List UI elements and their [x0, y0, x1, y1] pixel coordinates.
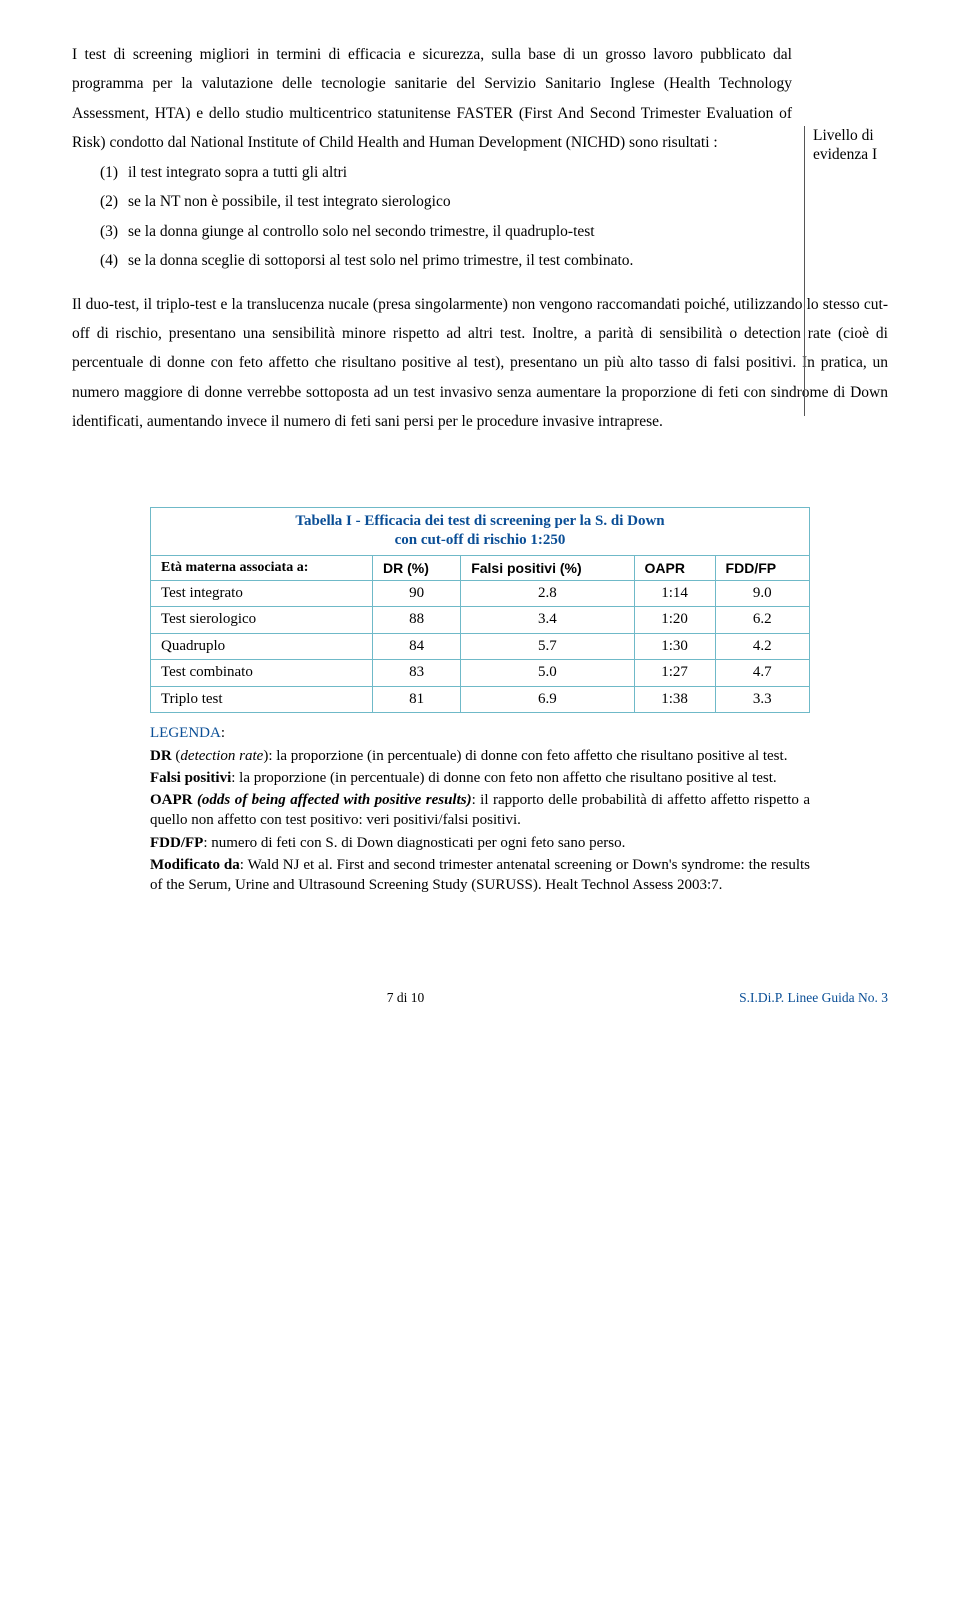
- row-label: Triplo test: [151, 686, 373, 713]
- table-wrap: Tabella I - Efficacia dei test di screen…: [150, 507, 810, 714]
- cell: 83: [373, 660, 461, 687]
- list-item: (1)il test integrato sopra a tutti gli a…: [100, 158, 888, 187]
- legend-italic: (odds of being affected with positive re…: [197, 792, 472, 808]
- cell: 4.2: [715, 633, 809, 660]
- row-label: Quadruplo: [151, 633, 373, 660]
- table-row: Test integrato 90 2.8 1:14 9.0: [151, 580, 810, 607]
- legend-term: OAPR: [150, 792, 193, 808]
- row-label: Test integrato: [151, 580, 373, 607]
- legend-term: Modificato da: [150, 857, 240, 873]
- legend-text: : Wald NJ et al. First and second trimes…: [150, 857, 810, 893]
- legend-dr: DR (detection rate): la proporzione (in …: [150, 746, 810, 766]
- legend-term: Falsi positivi: [150, 770, 231, 786]
- list-item-text: se la NT non è possibile, il test integr…: [128, 193, 451, 210]
- cell: 90: [373, 580, 461, 607]
- cell: 1:30: [634, 633, 715, 660]
- evidence-level-note: Livello di evidenza I: [804, 126, 890, 416]
- intro-paragraph: I test di screening migliori in termini …: [72, 40, 888, 158]
- efficacy-table: Tabella I - Efficacia dei test di screen…: [150, 507, 810, 714]
- results-list: (1)il test integrato sopra a tutti gli a…: [72, 158, 888, 276]
- footer-right: S.I.Di.P. Linee Guida No. 3: [739, 985, 888, 1011]
- cell: 6.9: [461, 686, 634, 713]
- cell: 3.3: [715, 686, 809, 713]
- cell: 1:27: [634, 660, 715, 687]
- cell: 5.7: [461, 633, 634, 660]
- col-header: OAPR: [634, 555, 715, 580]
- list-item: (2)se la NT non è possibile, il test int…: [100, 187, 888, 216]
- cell: 1:20: [634, 607, 715, 634]
- cell: 1:38: [634, 686, 715, 713]
- cell: 84: [373, 633, 461, 660]
- cell: 88: [373, 607, 461, 634]
- col-header: Falsi positivi (%): [461, 555, 634, 580]
- row-label: Test sierologico: [151, 607, 373, 634]
- cell: 4.7: [715, 660, 809, 687]
- legend-text: : numero di feti con S. di Down diagnost…: [203, 835, 625, 851]
- legend-fp: Falsi positivi: la proporzione (in perce…: [150, 768, 810, 788]
- cell: 3.4: [461, 607, 634, 634]
- list-item-text: il test integrato sopra a tutti gli altr…: [128, 164, 347, 181]
- col-header: Età materna associata a:: [151, 555, 373, 580]
- col-header: FDD/FP: [715, 555, 809, 580]
- legend-title: LEGENDA: [150, 725, 221, 741]
- row-label: Test combinato: [151, 660, 373, 687]
- legend-fdd: FDD/FP: numero di feti con S. di Down di…: [150, 833, 810, 853]
- list-item-text: se la donna sceglie di sottoporsi al tes…: [128, 252, 633, 269]
- table-row: Test combinato 83 5.0 1:27 4.7: [151, 660, 810, 687]
- table-row: Test sierologico 88 3.4 1:20 6.2: [151, 607, 810, 634]
- table-row: Triplo test 81 6.9 1:38 3.3: [151, 686, 810, 713]
- legend-italic: detection rate: [180, 748, 263, 764]
- legend-term: FDD/FP: [150, 835, 203, 851]
- main-block: Livello di evidenza I I test di screenin…: [72, 40, 888, 276]
- footer-center: 7 di 10: [387, 985, 425, 1011]
- table-title: Tabella I - Efficacia dei test di screen…: [151, 507, 810, 555]
- col-header: DR (%): [373, 555, 461, 580]
- table-row: Quadruplo 84 5.7 1:30 4.2: [151, 633, 810, 660]
- cell: 5.0: [461, 660, 634, 687]
- cell: 81: [373, 686, 461, 713]
- legend-term: DR: [150, 748, 172, 764]
- cell: 6.2: [715, 607, 809, 634]
- legend-text: : la proporzione (in percentuale) di don…: [231, 770, 776, 786]
- cell: 1:14: [634, 580, 715, 607]
- discussion-paragraph: Il duo-test, il triplo-test e la translu…: [72, 290, 888, 437]
- legend-oapr: OAPR (odds of being affected with positi…: [150, 790, 810, 831]
- table-title-line1: Tabella I - Efficacia dei test di screen…: [295, 513, 664, 529]
- table-title-line2: con cut-off di rischio 1:250: [395, 532, 566, 548]
- legend-block: LEGENDA: DR (detection rate): la proporz…: [150, 723, 810, 895]
- table-header-row: Età materna associata a: DR (%) Falsi po…: [151, 555, 810, 580]
- list-item: (4)se la donna sceglie di sottoporsi al …: [100, 246, 888, 275]
- list-item: (3)se la donna giunge al controllo solo …: [100, 217, 888, 246]
- legend-text: : la proporzione (in percentuale) di don…: [268, 748, 787, 764]
- page-footer: 7 di 10 S.I.Di.P. Linee Guida No. 3: [72, 985, 888, 1011]
- list-item-text: se la donna giunge al controllo solo nel…: [128, 223, 595, 240]
- legend-mod: Modificato da: Wald NJ et al. First and …: [150, 855, 810, 896]
- cell: 9.0: [715, 580, 809, 607]
- cell: 2.8: [461, 580, 634, 607]
